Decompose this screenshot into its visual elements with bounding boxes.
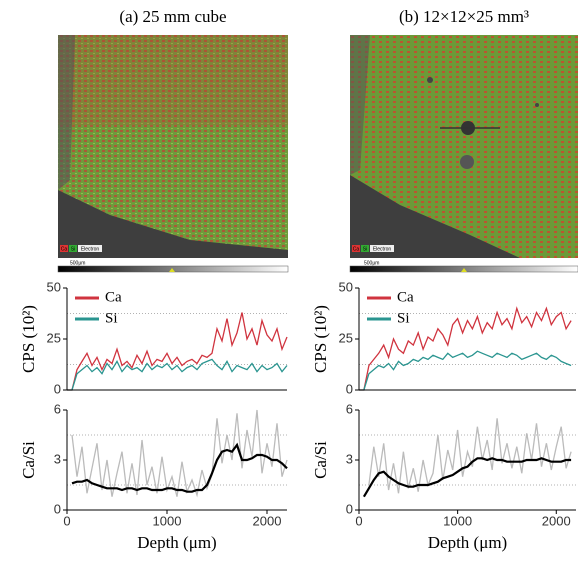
map-label: Si xyxy=(363,246,367,252)
panel-title: (b) 12×12×25 mm³ xyxy=(399,7,529,26)
series-line xyxy=(67,312,288,391)
x-tick-label: 2000 xyxy=(253,513,282,528)
x-tick-label: 0 xyxy=(355,513,362,528)
legend-label: Si xyxy=(397,310,410,326)
x-tick-label: 1000 xyxy=(443,513,472,528)
map-label: Electron xyxy=(373,246,392,252)
map-label: Ca xyxy=(61,246,68,252)
map-label: Electron xyxy=(81,246,100,252)
scale-bar: 500μm xyxy=(70,260,85,266)
eds-map: Ca Si Electron 500μm xyxy=(349,35,578,273)
y-tick-label: 0 xyxy=(346,381,353,396)
y-tick-label: 25 xyxy=(47,330,61,345)
y-axis-label: Ca/Si xyxy=(311,441,330,479)
y-axis-label: CPS (10²) xyxy=(311,305,330,373)
x-tick-label: 0 xyxy=(63,513,70,528)
y-tick-label: 50 xyxy=(47,279,61,294)
x-tick-label: 1000 xyxy=(153,513,182,528)
series-line xyxy=(362,457,572,498)
series-line xyxy=(359,306,572,391)
y-axis-label: CPS (10²) xyxy=(19,305,38,373)
panel-title: (a) 25 mm cube xyxy=(119,7,226,26)
legend-label: Ca xyxy=(105,289,122,305)
x-axis-label: Depth (μm) xyxy=(137,533,216,552)
y-axis-label: Ca/Si xyxy=(19,441,38,479)
y-tick-label: 6 xyxy=(346,401,353,416)
y-tick-label: 0 xyxy=(54,381,61,396)
eds-map: Ca Si Electron 500μm xyxy=(57,35,289,273)
series-line xyxy=(71,442,288,493)
legend-label: Ca xyxy=(397,289,414,305)
map-label: Si xyxy=(71,246,75,252)
legend-label: Si xyxy=(105,310,118,326)
y-tick-label: 25 xyxy=(339,330,353,345)
y-tick-label: 50 xyxy=(339,279,353,294)
series-line xyxy=(359,350,572,391)
map-label: Ca xyxy=(353,246,360,252)
y-tick-label: 3 xyxy=(54,451,61,466)
series-line xyxy=(67,358,288,391)
x-axis-label: Depth (μm) xyxy=(428,533,507,552)
y-tick-label: 0 xyxy=(346,501,353,516)
scale-bar: 500μm xyxy=(364,260,379,266)
x-tick-label: 2000 xyxy=(542,513,571,528)
y-tick-label: 6 xyxy=(54,401,61,416)
y-tick-label: 3 xyxy=(346,451,353,466)
y-tick-label: 0 xyxy=(54,501,61,516)
series-line xyxy=(368,418,572,494)
series-line xyxy=(71,409,288,498)
